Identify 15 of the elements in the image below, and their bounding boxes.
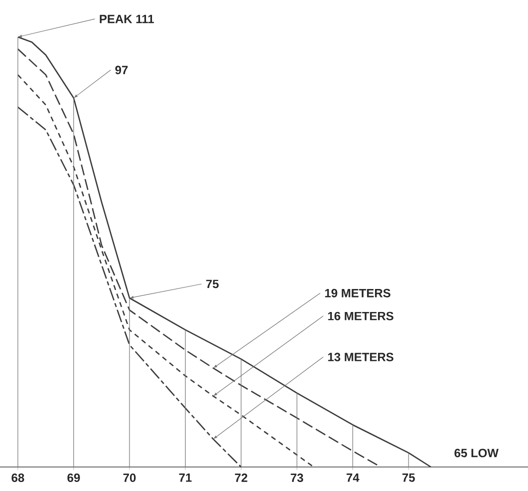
x-tick-label: 72 bbox=[234, 474, 248, 482]
annotation: 97 bbox=[115, 66, 128, 74]
x-tick-label: 71 bbox=[179, 474, 192, 482]
x-tick-label: 70 bbox=[123, 474, 136, 482]
annotation: 75 bbox=[206, 280, 219, 288]
x-tick-label: 74 bbox=[346, 474, 360, 482]
x-tick-label: 68 bbox=[12, 474, 24, 482]
x-tick-label: 75 bbox=[402, 474, 415, 482]
annotation: 13 METERS bbox=[328, 352, 394, 362]
x-tick-label: 73 bbox=[290, 474, 304, 482]
annotation: PEAK 111 bbox=[100, 14, 154, 24]
annotation: 65 LOW bbox=[454, 448, 499, 458]
annotation: 16 METERS bbox=[328, 312, 394, 320]
x-tick-label: 69 bbox=[67, 474, 80, 482]
annotation: 19 METERS bbox=[325, 288, 390, 298]
